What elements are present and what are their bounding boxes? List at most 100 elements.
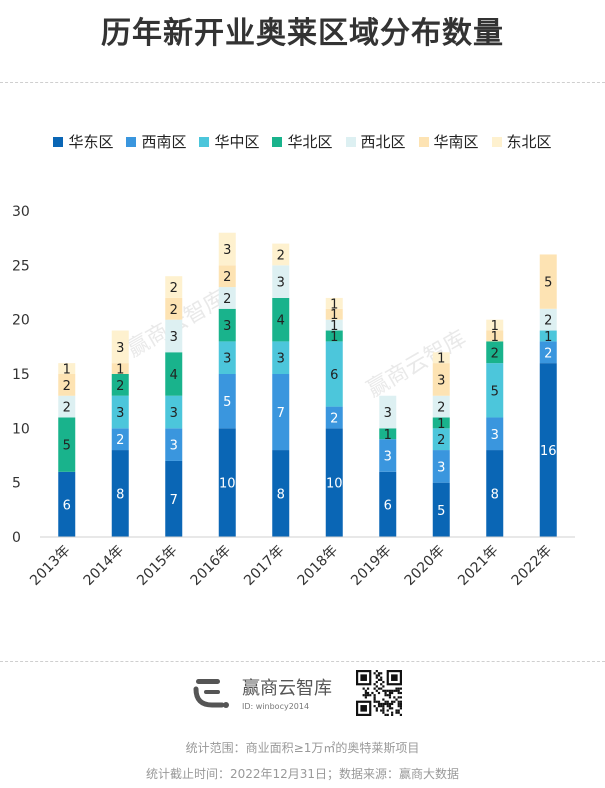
- bar-segment: [165, 297, 183, 320]
- bar-segment: [111, 395, 129, 429]
- legend-swatch: [199, 136, 210, 147]
- legend-label: 华东区: [68, 133, 114, 151]
- data-label: 16: [540, 444, 557, 459]
- y-tick-label: 5: [12, 476, 21, 492]
- y-tick-label: 0: [12, 530, 21, 546]
- bar-segment: [432, 428, 450, 451]
- top-divider: [0, 82, 605, 83]
- legend-item: 华中区: [199, 131, 259, 152]
- data-label: 5: [491, 384, 499, 399]
- bar-segment: [539, 363, 557, 537]
- data-label: 2: [437, 433, 445, 448]
- data-label: 3: [116, 341, 124, 356]
- bar-segment: [58, 395, 76, 418]
- data-label: 10: [326, 477, 343, 492]
- data-label: 8: [491, 488, 499, 503]
- data-label: 5: [223, 395, 231, 410]
- bar-segment: [325, 308, 343, 320]
- data-label: 1: [544, 330, 552, 345]
- bar-segment: [111, 374, 129, 396]
- data-label: 2: [223, 270, 231, 285]
- data-label: 1: [116, 363, 124, 378]
- bar-segment: [432, 363, 450, 396]
- bar-segment: [486, 330, 504, 342]
- y-tick-label: 25: [12, 258, 30, 274]
- bar-segment: [58, 363, 76, 374]
- data-label: 7: [170, 493, 178, 508]
- y-tick-label: 30: [12, 204, 30, 220]
- bar-segment: [486, 341, 504, 364]
- bar-segment: [432, 482, 450, 537]
- bar-segment: [486, 319, 504, 331]
- bar-segment: [272, 243, 290, 266]
- bar-segment: [325, 341, 343, 407]
- bar-segment: [272, 374, 290, 451]
- legend-label: 西南区: [141, 133, 187, 151]
- bar-segment: [111, 450, 129, 537]
- bar-segment: [539, 308, 557, 331]
- stacked-bar-chart: 051015202530赢商云智库赢商云智库652212013年82321320…: [12, 204, 575, 589]
- footer-divider: [0, 661, 605, 662]
- scope-note: 统计范围：商业面积≥1万㎡的奥特莱斯项目: [185, 741, 420, 755]
- data-label: 2: [170, 303, 178, 318]
- bar-segment: [165, 352, 183, 396]
- bar-segment: [218, 232, 236, 266]
- data-label: 2: [544, 314, 552, 329]
- legend-swatch: [491, 136, 502, 147]
- data-label: 1: [437, 417, 445, 432]
- bar-segment: [218, 341, 236, 374]
- data-label: 5: [63, 439, 71, 454]
- data-label: 3: [437, 373, 445, 388]
- bar-segment: [432, 395, 450, 418]
- data-label: 1: [63, 363, 71, 378]
- bar-segment: [325, 406, 343, 429]
- bar-segment: [432, 352, 450, 364]
- data-label: 3: [170, 439, 178, 454]
- x-tick-label: 2015年: [134, 543, 180, 589]
- date-note: 统计截止时间：2022年12月31日；数据来源：赢商大数据: [145, 767, 460, 781]
- bar-segment: [379, 471, 397, 537]
- data-label: 3: [223, 319, 231, 334]
- legend-swatch: [272, 136, 283, 147]
- data-label: 1: [384, 428, 392, 443]
- data-label: 3: [277, 352, 285, 367]
- data-label: 3: [491, 428, 499, 443]
- bar-segment: [379, 428, 397, 440]
- data-label: 1: [491, 319, 499, 334]
- bar-segment: [432, 417, 450, 429]
- y-tick-label: 15: [12, 367, 30, 383]
- bar-segment: [325, 297, 343, 309]
- chart-title: 历年新开业奥莱区域分布数量: [101, 16, 504, 51]
- legend-item: 华北区: [272, 131, 333, 152]
- data-label: 1: [437, 352, 445, 367]
- y-tick-label: 20: [12, 313, 30, 329]
- legend: 华东区 西南区 华中区 华北区 西北区 华南区 东北区: [0, 131, 605, 152]
- bar-segment: [58, 417, 76, 472]
- data-label: 1: [491, 330, 499, 345]
- bar-segment: [58, 471, 76, 537]
- bar-segment: [486, 417, 504, 451]
- data-label: 1: [330, 308, 338, 323]
- legend-label: 华北区: [287, 133, 333, 151]
- bar-segment: [379, 395, 397, 429]
- bar-segment: [218, 287, 236, 309]
- brand-id: ID: winbocy2014: [242, 702, 310, 711]
- legend-label: 华南区: [433, 133, 479, 151]
- bar-segment: [486, 363, 504, 418]
- bar-segment: [432, 450, 450, 483]
- bar-segment: [325, 428, 343, 537]
- bar-segment: [111, 363, 129, 374]
- x-tick-label: 2018年: [295, 543, 341, 589]
- data-label: 3: [170, 330, 178, 345]
- data-label: 6: [330, 368, 338, 383]
- bar-segment: [218, 265, 236, 288]
- x-tick-label: 2021年: [455, 543, 501, 589]
- legend-item: 东北区: [491, 131, 552, 152]
- data-label: 2: [63, 379, 71, 394]
- brand-logo: 赢商云智库 ID: winbocy2014: [192, 674, 332, 711]
- data-label: 6: [63, 498, 71, 513]
- brand-name: 赢商云智库: [242, 678, 332, 699]
- bar-segment: [325, 319, 343, 331]
- legend-item: 华东区: [53, 131, 113, 152]
- data-label: 2: [277, 248, 285, 263]
